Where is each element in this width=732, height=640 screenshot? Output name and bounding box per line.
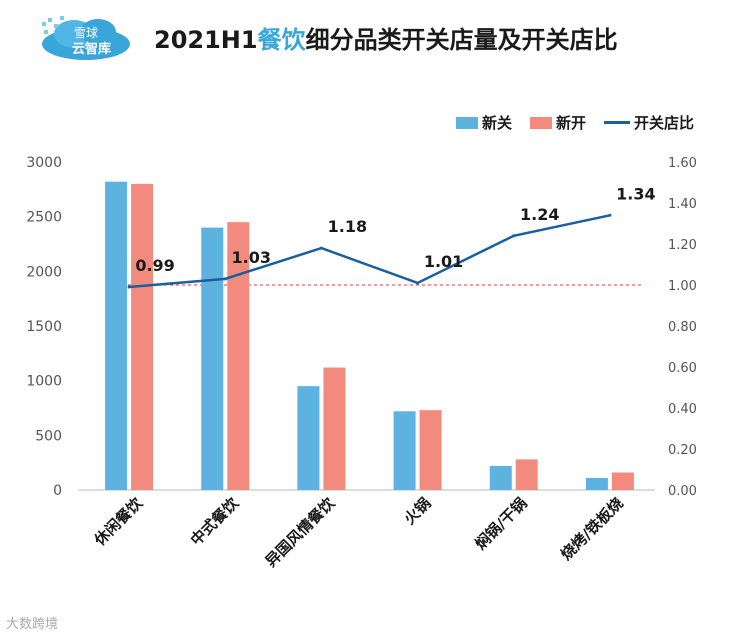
title-accent: 餐饮 [257,26,306,54]
ratio-data-label: 1.24 [520,205,559,224]
y-tick-label: 1000 [26,374,62,390]
ratio-data-label: 1.34 [616,184,655,203]
ratio-point [319,246,323,250]
bar-close [105,181,128,490]
legend-swatch-open [530,116,553,129]
chart-title: 2021H1餐饮细分品类开关店量及开关店比 [154,20,618,55]
x-category-label: 异国风情餐饮 [262,493,339,570]
bar-close [585,477,608,490]
footer-watermark: 大数跨境 [6,617,59,632]
bar-close [489,465,512,490]
y2-tick-label: 1.20 [668,238,697,253]
y-tick-label: 3000 [26,155,62,171]
legend-label-close: 新关 [482,114,513,132]
legend-swatch-close [456,116,478,129]
y2-tick-label: 0.20 [668,443,697,458]
bar-close [297,386,320,490]
legend-item-open: 新开 [530,112,586,133]
ratio-point [512,234,516,238]
bar-open [227,222,250,490]
x-category-label: 焖锅/干锅 [472,494,531,553]
y-tick-label: 0 [53,483,62,499]
legend-swatch-ratio [604,121,631,124]
legend-item-close: 新关 [456,112,512,133]
ratio-data-label: 1.03 [232,248,271,267]
y2-tick-label: 0.00 [668,484,697,499]
bar-close [393,411,416,490]
ratio-point [416,281,420,285]
ratio-data-label: 1.01 [424,252,463,271]
cloud-logo-icon [42,16,130,60]
ratio-line [128,214,611,289]
x-category-label: 休闲餐饮 [90,493,147,550]
title-suffix: 细分品类开关店量及开关店比 [305,26,618,54]
y-tick-label: 2000 [26,264,62,280]
legend-label-open: 新开 [556,114,587,132]
chart-legend: 新关 新开 开关店比 [456,112,704,133]
legend-item-ratio: 开关店比 [604,112,694,133]
x-category-label: 烧烤/铁板烧 [557,494,627,564]
ratio-point [223,277,227,281]
bar-open [323,367,346,490]
bar-open [611,472,634,490]
x-category-label: 火锅 [400,494,434,528]
y-tick-label: 500 [35,428,62,444]
y2-tick-label: 0.60 [668,361,697,376]
logo-text: 雪球 [74,26,99,40]
bar-open [131,183,154,490]
ratio-point [608,213,612,217]
y-tick-label: 1500 [26,319,62,335]
legend-label-ratio: 开关店比 [634,114,695,132]
bar-open [515,459,538,490]
ratio-data-label: 0.99 [135,256,174,275]
x-category-label: 中式餐饮 [187,493,243,549]
brand-logo [36,14,132,62]
y2-tick-label: 0.80 [668,320,697,335]
ratio-data-label: 1.18 [328,217,367,236]
bar-close [201,227,224,490]
y2-tick-label: 1.40 [668,197,697,212]
y-tick-label: 2500 [26,210,62,226]
y2-tick-label: 1.00 [668,279,697,294]
bar-open [419,410,442,490]
title-prefix: 2021H1 [154,26,258,54]
ratio-point [127,285,131,289]
logo-subtitle: 云智库 [72,42,112,57]
y2-tick-label: 0.40 [668,402,697,417]
y2-tick-label: 1.60 [668,156,697,171]
